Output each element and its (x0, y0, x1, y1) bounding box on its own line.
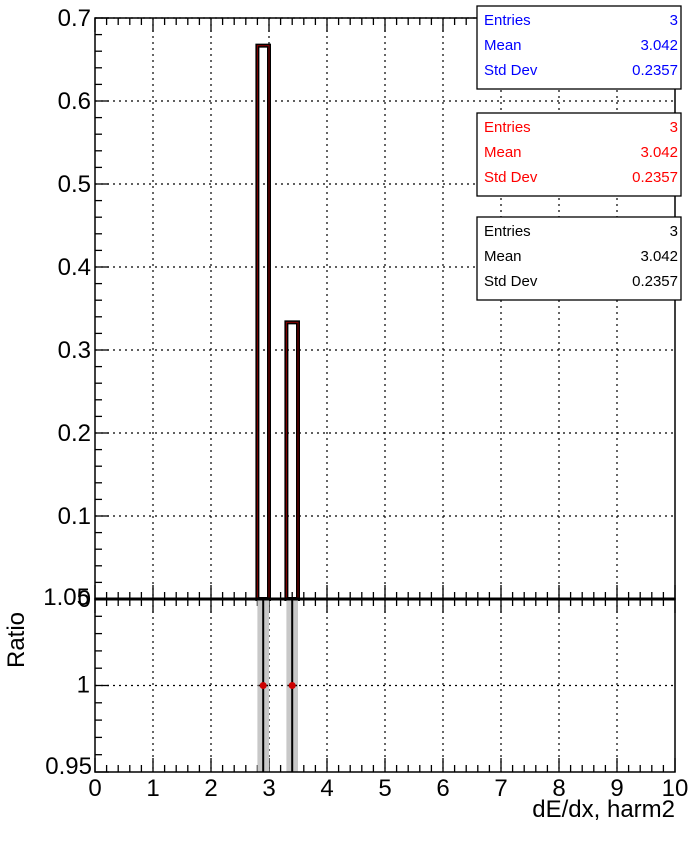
x-tick-label: 4 (320, 775, 333, 802)
ratio-y-axis-title: Ratio (3, 612, 30, 668)
ratio-point (259, 682, 267, 689)
stat-box-frame (476, 5, 682, 90)
ratio-point (288, 682, 296, 689)
x-tick-label: 1 (146, 775, 159, 802)
stat-label: Mean (484, 248, 522, 265)
x-tick-label: 7 (494, 775, 507, 802)
x-tick-label: 8 (552, 775, 565, 802)
x-tick-label: 2 (204, 775, 217, 802)
main-y-tick-label: 0.7 (58, 5, 91, 32)
stat-value: 0.2357 (632, 62, 678, 79)
stat-value: 3.042 (640, 248, 678, 265)
stat-label: Std Dev (484, 62, 538, 79)
stat-value: 0.2357 (632, 273, 678, 290)
stat-value: 3.042 (640, 144, 678, 161)
stat-box-frame (476, 216, 682, 301)
x-tick-label: 0 (88, 775, 101, 802)
main-y-tick-label: 0.6 (58, 88, 91, 115)
x-tick-label: 3 (262, 775, 275, 802)
stat-box: Entries 3 Mean 3.042 Std Dev 0.2357 (476, 216, 682, 301)
x-tick-label: 9 (610, 775, 623, 802)
x-tick-label: 6 (436, 775, 449, 802)
ratio-y-tick-label: 0.95 (45, 753, 92, 780)
stat-value: 0.2357 (632, 169, 678, 186)
main-y-tick-label: 0.4 (58, 254, 91, 281)
x-tick-label: 10 (662, 775, 689, 802)
stat-box: Entries 3 Mean 3.042 Std Dev 0.2357 (476, 5, 682, 90)
stat-label: Std Dev (484, 273, 538, 290)
stat-label: Entries (484, 12, 531, 29)
stat-value: 3 (670, 223, 678, 240)
main-y-tick-label: 0.2 (58, 420, 91, 447)
main-y-tick-label: 0 (78, 586, 91, 613)
stat-box-frame (476, 112, 682, 197)
stat-label: Mean (484, 144, 522, 161)
stat-label: Entries (484, 119, 531, 136)
ratio-y-tick-label-clipped: 1.05 (43, 584, 90, 611)
main-y-tick-label: 0.1 (58, 503, 91, 530)
ratio-y-tick-label: 1 (77, 672, 90, 699)
main-y-tick-label: 0.3 (58, 337, 91, 364)
stat-boxes: Entries 3 Mean 3.042 Std Dev 0.2357 Entries 3 Me… (476, 5, 682, 301)
stat-value: 3 (670, 119, 678, 136)
stat-label: Mean (484, 37, 522, 54)
stat-label: Std Dev (484, 169, 538, 186)
stat-value: 3 (670, 12, 678, 29)
x-axis-title: dE/dx, harm2 (532, 796, 675, 823)
x-tick-label: 5 (378, 775, 391, 802)
main-y-tick-label: 0.5 (58, 171, 91, 198)
stat-value: 3.042 (640, 37, 678, 54)
stat-box: Entries 3 Mean 3.042 Std Dev 0.2357 (476, 112, 682, 197)
stat-label: Entries (484, 223, 531, 240)
